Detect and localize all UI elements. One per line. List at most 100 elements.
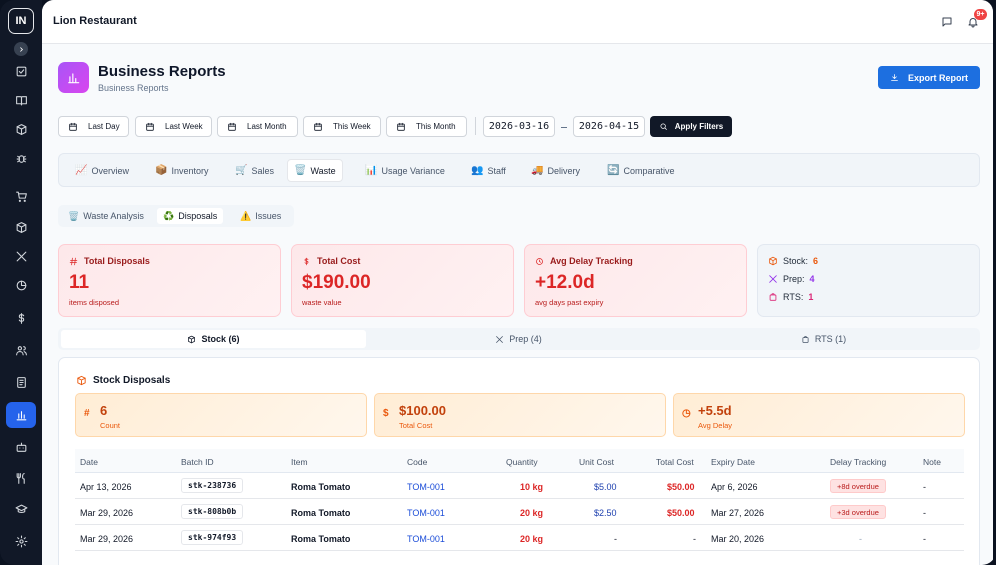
stat-count: # 6 Count: [75, 393, 367, 437]
sidebar-item-finance[interactable]: [6, 305, 36, 331]
column-header[interactable]: Expiry Date: [711, 457, 755, 467]
column-header[interactable]: Item: [291, 457, 308, 467]
clock-icon: ◷: [682, 408, 691, 419]
cell-note: -: [923, 482, 926, 492]
dollar-icon: [18, 312, 24, 324]
segment-rts[interactable]: RTS (1): [671, 330, 976, 348]
cell-code[interactable]: TOM-001: [407, 534, 445, 544]
stat-label: Total Cost: [399, 421, 433, 430]
tab-waste[interactable]: 🗑️ Waste: [287, 159, 343, 182]
column-header[interactable]: Code: [407, 457, 428, 467]
sidebar-item-menu[interactable]: [6, 465, 36, 491]
bar-chart-icon: 📊: [365, 165, 378, 176]
apply-filters-button[interactable]: Apply Filters: [650, 116, 732, 137]
notifications-button[interactable]: [965, 14, 981, 30]
app-logo[interactable]: IN: [8, 8, 34, 34]
column-header[interactable]: Batch ID: [181, 457, 214, 467]
filter-this-week-button[interactable]: This Week: [303, 116, 381, 137]
reports-header-icon: [58, 62, 89, 93]
column-header[interactable]: Delay Tracking: [830, 457, 887, 467]
export-report-button[interactable]: Export Report: [878, 66, 980, 89]
shopping-bag-icon: [802, 335, 809, 343]
prep-label: Prep:: [783, 274, 805, 284]
sidebar-item-staff[interactable]: [6, 337, 36, 363]
hash-icon: [69, 257, 78, 265]
sidebar-item-issues[interactable]: [6, 145, 36, 171]
cell-total-cost: $50.00: [667, 482, 695, 492]
sidebar-item-timers[interactable]: [6, 272, 36, 298]
column-header[interactable]: Date: [80, 457, 98, 467]
clock-icon: [536, 257, 543, 265]
sidebar-item-invoices[interactable]: [6, 369, 36, 395]
tab-sales[interactable]: 🛒 Sales: [229, 159, 280, 182]
filter-divider: [475, 117, 476, 135]
sidebar-item-stock[interactable]: [6, 214, 36, 240]
column-header[interactable]: Quantity: [506, 457, 538, 467]
tab-delivery[interactable]: 🚚 Delivery: [525, 159, 586, 182]
date-range-separator: [561, 127, 567, 128]
segment-prep[interactable]: Prep (4): [366, 330, 671, 348]
column-header[interactable]: Unit Cost: [579, 457, 614, 467]
sidebar-item-tasks[interactable]: [6, 58, 36, 84]
cart-icon: 🛒: [235, 165, 248, 176]
table-row[interactable]: Mar 29, 2026 stk-808b0b Roma Tomato TOM-…: [75, 499, 964, 525]
subtab-label: Disposals: [178, 211, 218, 221]
tab-overview[interactable]: 📈 Overview: [69, 159, 135, 182]
export-label: Export Report: [907, 72, 968, 83]
start-date-input[interactable]: 2026-03-16: [483, 116, 555, 137]
filter-this-month-button[interactable]: This Month: [386, 116, 467, 137]
sidebar-toggle-button[interactable]: [14, 42, 28, 56]
bar-chart-icon: [67, 72, 79, 83]
page-title: Business Reports: [98, 63, 226, 80]
tab-staff[interactable]: 👥 Staff: [465, 159, 512, 182]
filter-label: Last Week: [165, 122, 203, 131]
shopping-bag-icon: [769, 293, 777, 301]
column-header[interactable]: Note: [923, 457, 941, 467]
end-date-input[interactable]: 2026-04-15: [573, 116, 645, 137]
column-header[interactable]: Total Cost: [656, 457, 694, 467]
sidebar-item-settings[interactable]: [6, 528, 36, 554]
breakdown-stock: Stock: 6: [768, 256, 818, 266]
card-title: Total Disposals: [84, 256, 150, 266]
sidebar-item-recipes[interactable]: [6, 87, 36, 113]
subtab-issues[interactable]: ⚠️ Issues: [234, 208, 287, 224]
cell-note: -: [923, 508, 926, 518]
hash-icon: #: [84, 408, 90, 419]
tab-comparative[interactable]: 🔄 Comparative: [601, 159, 680, 182]
stat-label: Count: [100, 421, 121, 430]
table-row[interactable]: Apr 13, 2026 stk-238736 Roma Tomato TOM-…: [75, 473, 964, 499]
sidebar-item-training[interactable]: [6, 496, 36, 522]
tab-label: Sales: [251, 165, 274, 176]
cell-expiry: Mar 27, 2026: [711, 508, 765, 518]
sidebar-item-inventory[interactable]: [6, 116, 36, 142]
cell-expiry: Mar 20, 2026: [711, 534, 765, 544]
filter-last-week-button[interactable]: Last Week: [135, 116, 212, 137]
chevron-right-icon: [19, 46, 23, 52]
breakdown-card: Stock: 6 Prep: 4 RTS: 1: [757, 244, 980, 317]
bug-icon: [16, 154, 26, 163]
cell-date: Mar 29, 2026: [80, 534, 134, 544]
cell-code[interactable]: TOM-001: [407, 508, 445, 518]
rts-count: 1: [808, 292, 814, 302]
filter-last-day-button[interactable]: Last Day: [58, 116, 129, 137]
sidebar-item-integrations[interactable]: [6, 434, 36, 460]
filter-last-month-button[interactable]: Last Month: [217, 116, 298, 137]
subtab-waste-analysis[interactable]: 🗑️ Waste Analysis: [62, 208, 150, 224]
subtab-disposals[interactable]: ♻️ Disposals: [157, 208, 224, 224]
total-cost-card: Total Cost $190.00 waste value: [291, 244, 514, 317]
sidebar-item-reports[interactable]: [6, 402, 36, 428]
avg-delay-card: Avg Delay Tracking +12.0d avg days past …: [524, 244, 747, 317]
messages-button[interactable]: [939, 14, 955, 30]
segment-stock[interactable]: Stock (6): [61, 330, 366, 348]
table-row[interactable]: Mar 29, 2026 stk-974f93 Roma Tomato TOM-…: [75, 525, 964, 551]
sidebar-item-prep[interactable]: [6, 243, 36, 269]
tab-usage-variance[interactable]: 📊 Usage Variance: [359, 159, 451, 182]
cell-code[interactable]: TOM-001: [407, 482, 445, 492]
tab-inventory[interactable]: 📦 Inventory: [149, 159, 214, 182]
cell-total-cost: -: [693, 534, 696, 544]
cell-item: Roma Tomato: [291, 482, 351, 492]
sidebar-item-orders[interactable]: [6, 183, 36, 209]
box-icon: [16, 123, 26, 135]
recycle-icon: ♻️: [163, 210, 175, 221]
